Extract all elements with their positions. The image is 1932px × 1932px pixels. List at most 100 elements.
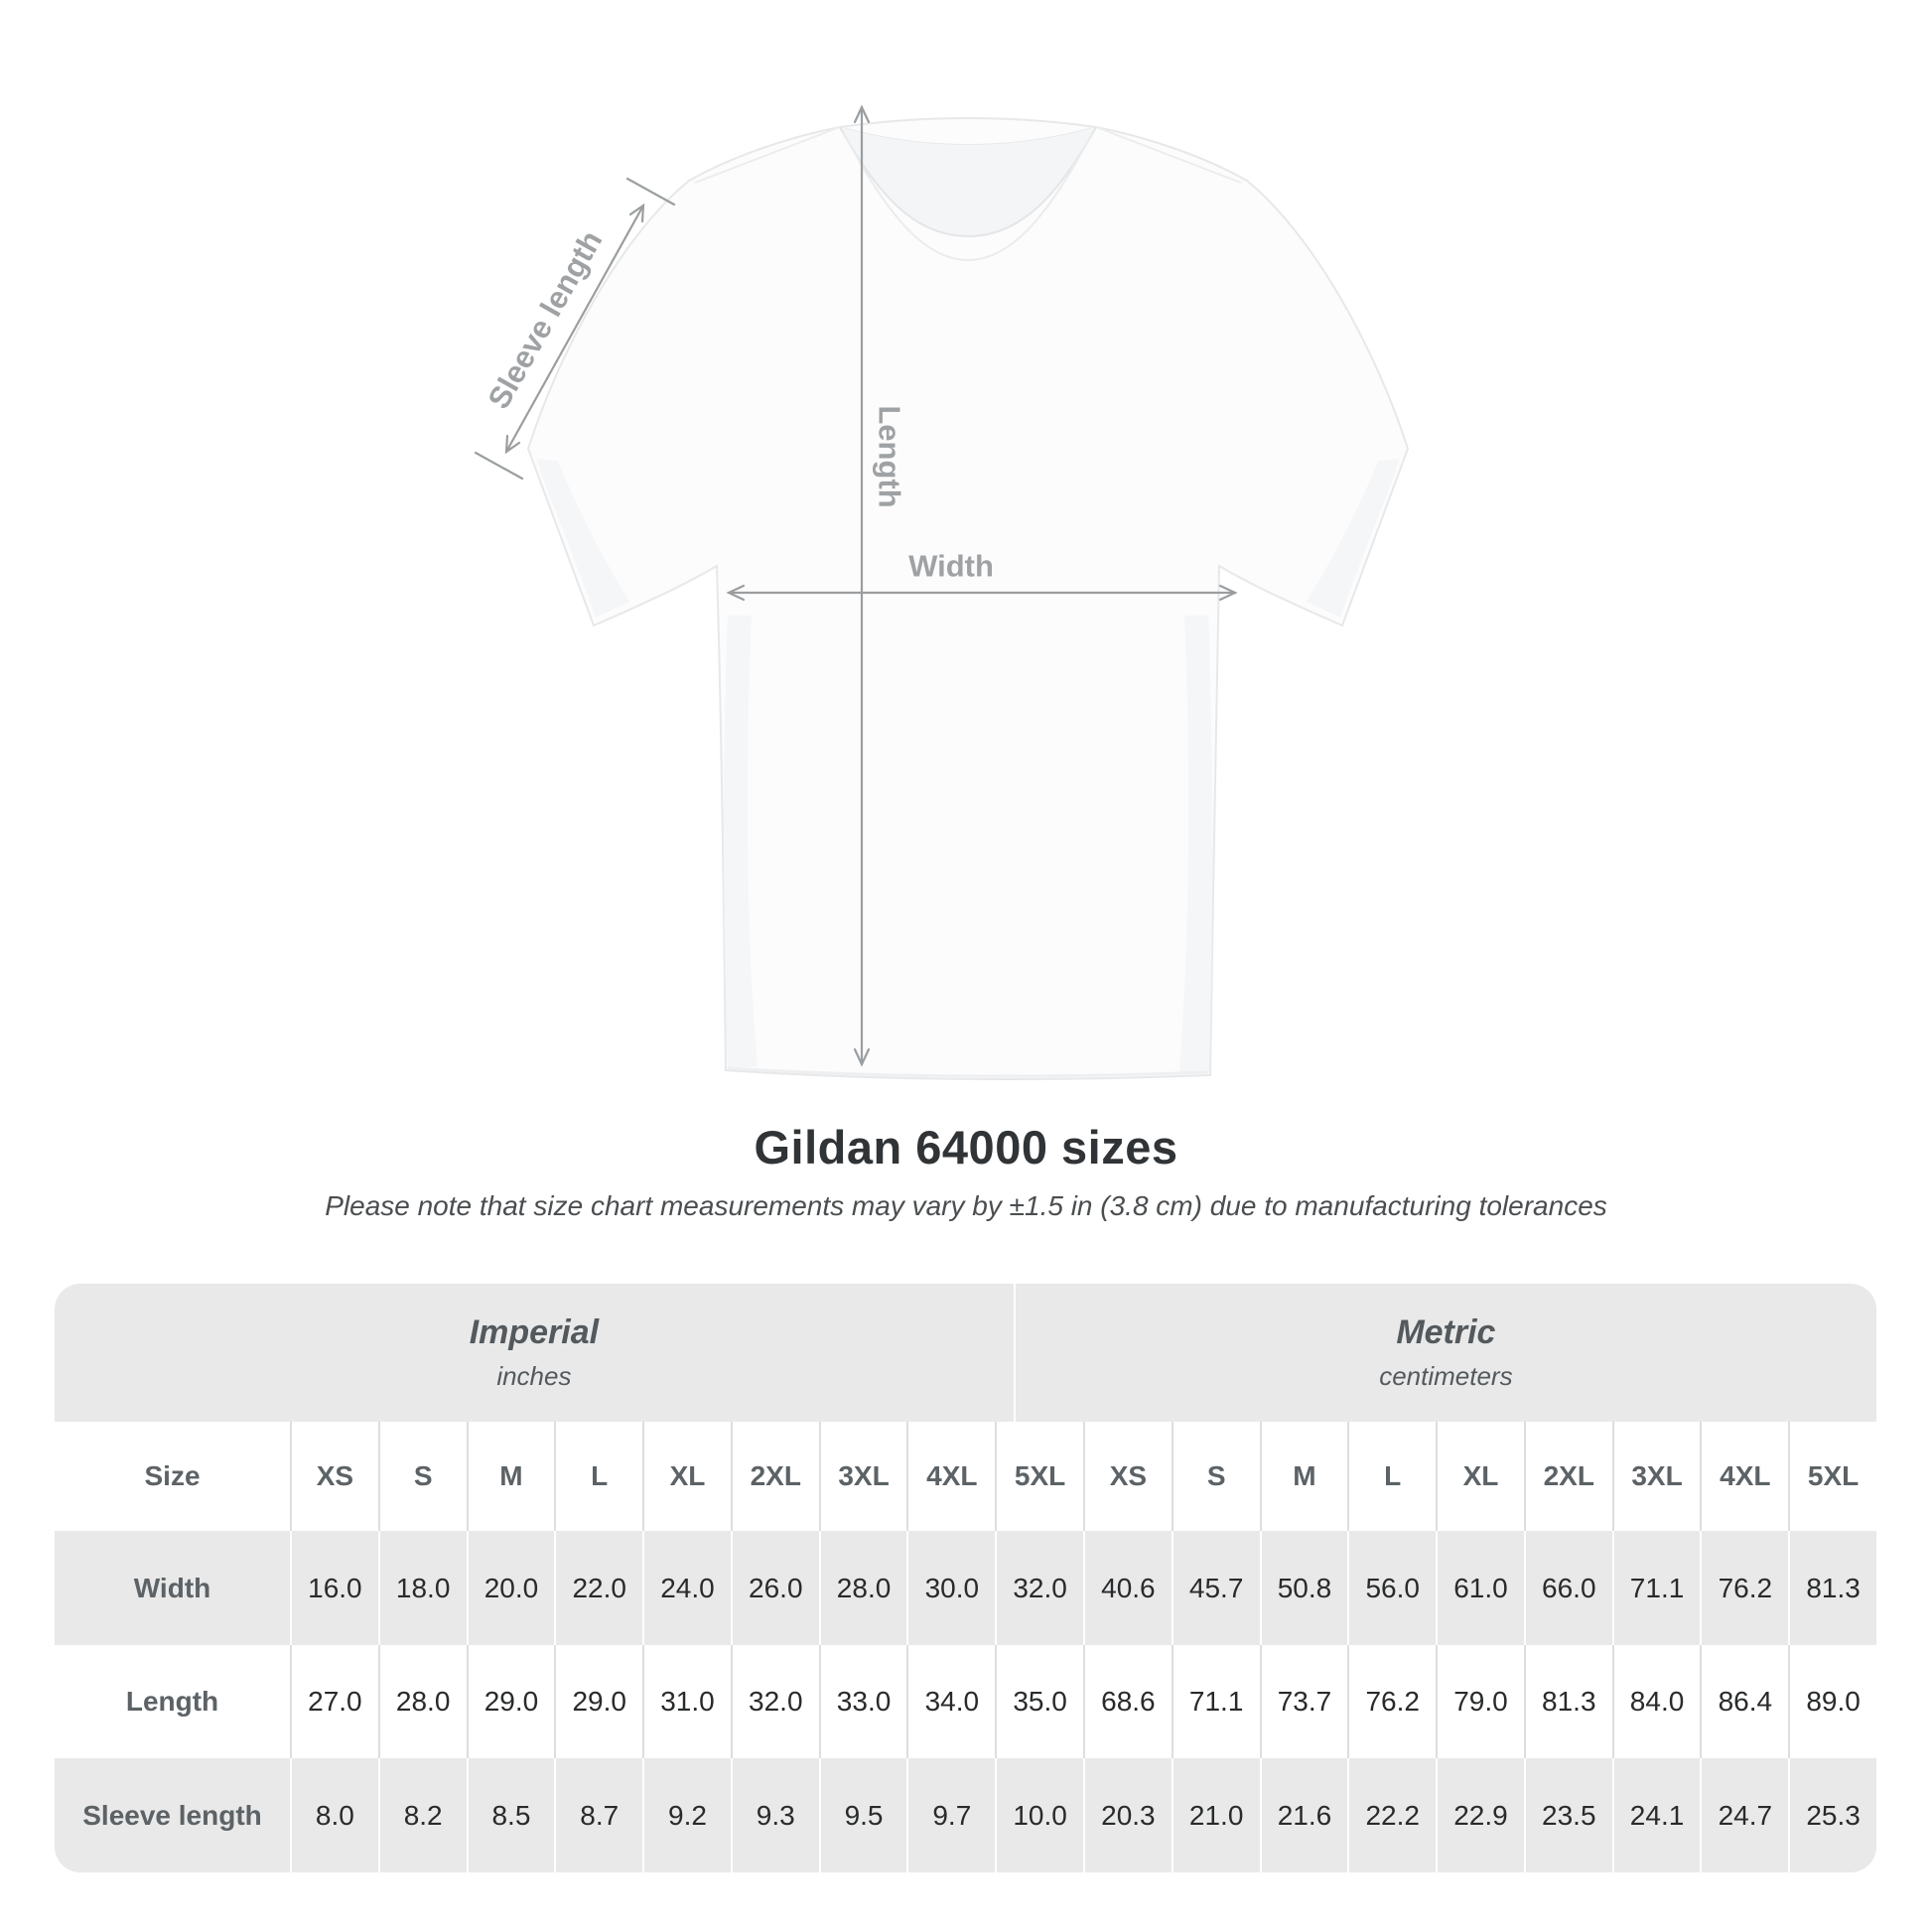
tshirt-body	[526, 117, 1410, 1081]
width-metric-2xl: 66.0	[1523, 1531, 1612, 1645]
length-imperial-3xl: 33.0	[818, 1645, 907, 1758]
metric-group-header: Metric centimeters	[1013, 1284, 1876, 1422]
cuff-shadow-right	[1307, 459, 1400, 618]
cuff-shadow-left	[536, 459, 629, 618]
width-arrow	[726, 584, 1238, 602]
width-metric-xs: 40.6	[1083, 1531, 1172, 1645]
size-header-metric-5xl: 5XL	[1788, 1422, 1876, 1531]
metric-unit-label: centimeters	[1379, 1361, 1513, 1391]
size-header-metric-3xl: 3XL	[1611, 1422, 1701, 1531]
table-row-length: Length 27.0 28.0 29.0 29.0 31.0 32.0 33.…	[55, 1645, 1876, 1758]
title-block: Gildan 64000 sizes Please note that size…	[0, 1120, 1932, 1222]
length-metric-5xl: 89.0	[1788, 1645, 1876, 1758]
length-metric-2xl: 81.3	[1523, 1645, 1612, 1758]
unit-group-header-row: Imperial inches Metric centimeters	[55, 1284, 1876, 1422]
sleeve-metric-xl: 22.9	[1436, 1758, 1524, 1872]
table-row-sleeve-length: Sleeve length 8.0 8.2 8.5 8.7 9.2 9.3 9.…	[55, 1758, 1876, 1872]
size-column-header: Size	[144, 1460, 201, 1491]
imperial-unit-label: inches	[496, 1361, 572, 1391]
size-header-metric-s: S	[1171, 1422, 1260, 1531]
sleeve-metric-s: 21.0	[1171, 1758, 1260, 1872]
size-header-imperial-s: S	[377, 1422, 467, 1531]
sleeve-metric-l: 22.2	[1347, 1758, 1436, 1872]
length-imperial-s: 28.0	[377, 1645, 467, 1758]
size-header-row: Size XS S M L XL 2XL 3XL 4XL 5XL XS S M …	[55, 1422, 1876, 1531]
width-imperial-5xl: 32.0	[995, 1531, 1083, 1645]
size-header-metric-4xl: 4XL	[1700, 1422, 1788, 1531]
size-header-imperial-4xl: 4XL	[906, 1422, 995, 1531]
length-metric-3xl: 84.0	[1611, 1645, 1701, 1758]
length-metric-xl: 79.0	[1436, 1645, 1524, 1758]
collar-band-line	[843, 132, 1093, 262]
size-header-imperial-3xl: 3XL	[818, 1422, 907, 1531]
page-title: Gildan 64000 sizes	[754, 1121, 1178, 1173]
sleeve-imperial-l: 8.7	[554, 1758, 642, 1872]
hem-shadow	[727, 1066, 1209, 1078]
width-metric-m: 50.8	[1259, 1531, 1348, 1645]
length-metric-l: 76.2	[1347, 1645, 1436, 1758]
row-label-length: Length	[125, 1686, 219, 1717]
sleeve-metric-3xl: 24.1	[1611, 1758, 1701, 1872]
width-imperial-m: 20.0	[466, 1531, 555, 1645]
width-imperial-3xl: 28.0	[818, 1531, 907, 1645]
sleeve-imperial-2xl: 9.3	[730, 1758, 819, 1872]
size-header-imperial-l: L	[554, 1422, 642, 1531]
body-shadow-right	[1179, 616, 1213, 1073]
size-header-imperial-xs: XS	[290, 1422, 378, 1531]
width-metric-l: 56.0	[1347, 1531, 1436, 1645]
size-header-metric-xl: XL	[1436, 1422, 1524, 1531]
sleeve-imperial-3xl: 9.5	[818, 1758, 907, 1872]
table-row-width: Width 16.0 18.0 20.0 22.0 24.0 26.0 28.0…	[55, 1531, 1876, 1645]
collar-front-seam	[839, 126, 1097, 238]
sleeve-imperial-4xl: 9.7	[906, 1758, 995, 1872]
sleeve-imperial-s: 8.2	[377, 1758, 467, 1872]
length-metric-4xl: 86.4	[1700, 1645, 1788, 1758]
sleeve-metric-2xl: 23.5	[1523, 1758, 1612, 1872]
collar-back-seam	[839, 126, 1097, 146]
length-label: Length	[873, 405, 907, 507]
width-metric-xl: 61.0	[1436, 1531, 1524, 1645]
tshirt-illustration	[526, 117, 1410, 1081]
size-table: Imperial inches Metric centimeters Size …	[55, 1284, 1876, 1872]
width-imperial-xl: 24.0	[642, 1531, 731, 1645]
length-imperial-4xl: 34.0	[906, 1645, 995, 1758]
sleeve-imperial-5xl: 10.0	[995, 1758, 1083, 1872]
width-metric-s: 45.7	[1171, 1531, 1260, 1645]
tshirt-measurement-diagram: Sleeve length Length Width	[474, 104, 1410, 1081]
width-imperial-4xl: 30.0	[906, 1531, 995, 1645]
sleeve-imperial-xl: 9.2	[642, 1758, 731, 1872]
width-metric-3xl: 71.1	[1611, 1531, 1701, 1645]
length-metric-xs: 68.6	[1083, 1645, 1172, 1758]
sleeve-imperial-m: 8.5	[466, 1758, 555, 1872]
imperial-group-header: Imperial inches	[55, 1284, 1014, 1422]
body-shadow-left	[723, 616, 758, 1067]
length-arrow	[853, 104, 871, 1067]
row-label-width: Width	[133, 1572, 211, 1603]
size-header-imperial-5xl: 5XL	[995, 1422, 1083, 1531]
sleeve-metric-m: 21.6	[1259, 1758, 1348, 1872]
size-header-imperial-xl: XL	[642, 1422, 731, 1531]
width-label: Width	[908, 549, 994, 584]
size-header-imperial-m: M	[466, 1422, 555, 1531]
width-imperial-xs: 16.0	[290, 1531, 378, 1645]
sleeve-metric-xs: 20.3	[1083, 1758, 1172, 1872]
sleeve-metric-4xl: 24.7	[1700, 1758, 1788, 1872]
neck-opening	[840, 127, 1096, 236]
width-imperial-s: 18.0	[377, 1531, 467, 1645]
length-imperial-5xl: 35.0	[995, 1645, 1083, 1758]
size-header-metric-l: L	[1347, 1422, 1436, 1531]
length-imperial-xl: 31.0	[642, 1645, 731, 1758]
length-imperial-xs: 27.0	[290, 1645, 378, 1758]
width-imperial-l: 22.0	[554, 1531, 642, 1645]
tolerance-note: Please note that size chart measurements…	[325, 1190, 1607, 1221]
size-header-metric-m: M	[1259, 1422, 1348, 1531]
size-header-imperial-2xl: 2XL	[730, 1422, 819, 1531]
length-metric-m: 73.7	[1259, 1645, 1348, 1758]
row-label-sleeve-length: Sleeve length	[82, 1799, 262, 1831]
sleeve-length-arrow	[474, 177, 676, 481]
imperial-label: Imperial	[469, 1313, 600, 1351]
metric-label: Metric	[1396, 1313, 1496, 1351]
width-metric-5xl: 81.3	[1788, 1531, 1876, 1645]
measurement-annotations	[474, 104, 1238, 1067]
shoulder-seam-left	[694, 126, 841, 184]
